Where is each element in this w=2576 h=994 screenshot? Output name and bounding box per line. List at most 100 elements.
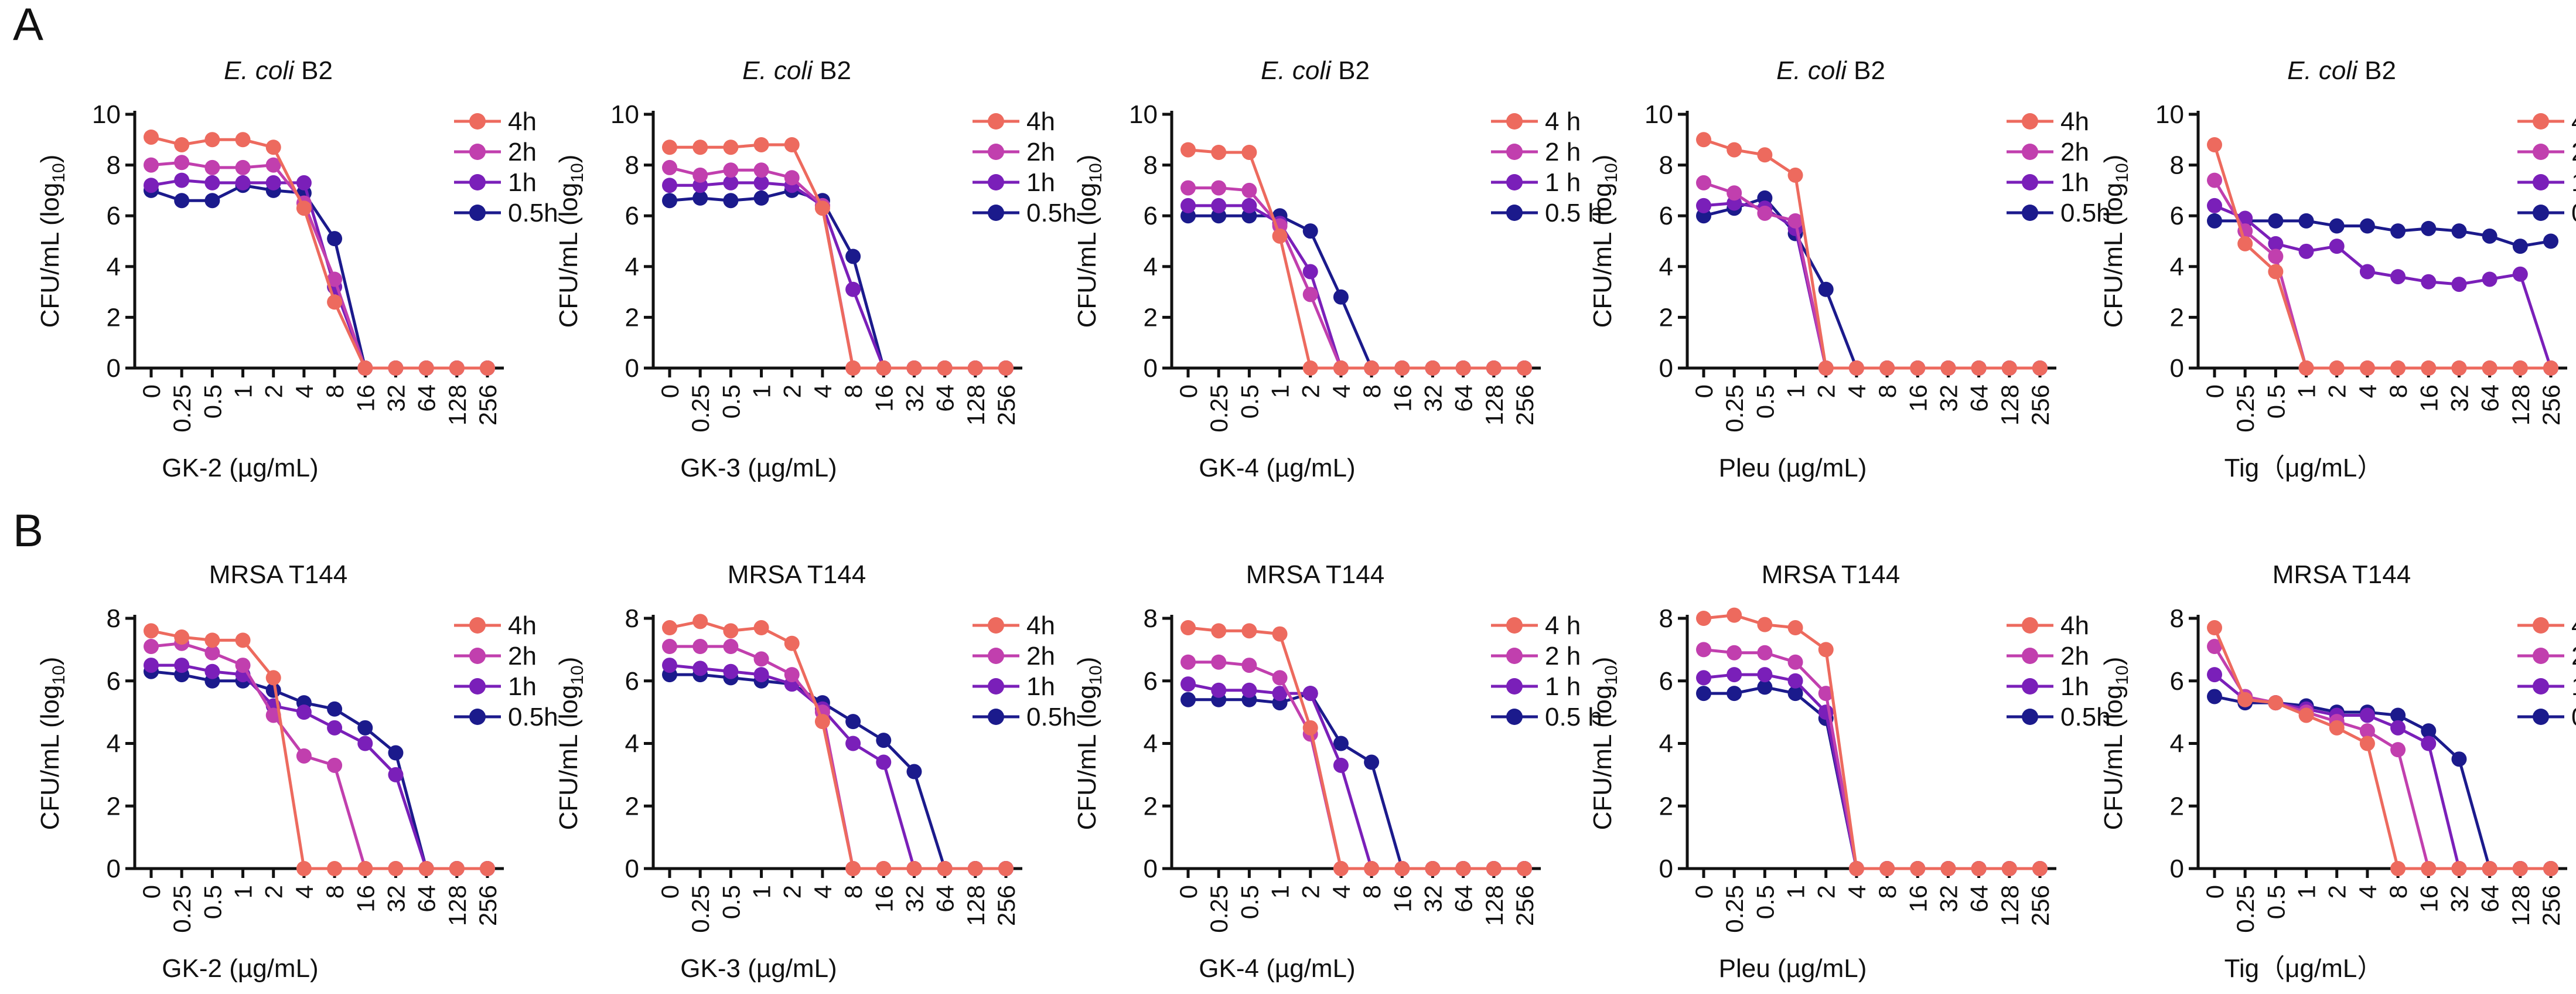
y-tick-label: 6	[625, 667, 639, 696]
data-point	[692, 139, 708, 155]
data-point	[662, 159, 677, 175]
x-tick-label: 32	[2445, 384, 2473, 412]
data-point	[235, 632, 251, 648]
legend-label: 4h	[2571, 107, 2576, 136]
chart-title-italic: E. coli	[224, 56, 295, 85]
data-point	[2329, 360, 2345, 376]
data-point	[2390, 223, 2406, 239]
x-tick-label: 64	[1450, 384, 1478, 412]
data-point	[1272, 626, 1288, 642]
data-point	[204, 175, 220, 190]
x-tick-label: 1	[748, 384, 776, 398]
x-axis-label: Pleu (µg/mL)	[1719, 454, 1867, 482]
legend-label: 4h	[508, 611, 537, 640]
x-tick-label: 256	[474, 384, 501, 425]
data-point	[2032, 861, 2048, 876]
x-tick-label: 0	[138, 885, 165, 898]
data-point	[1727, 645, 1742, 661]
data-point	[723, 623, 739, 639]
y-tick-label: 0	[1659, 855, 1673, 883]
x-tick-label: 1	[1267, 885, 1294, 898]
data-point	[327, 720, 343, 736]
legend-label: 0.5 h	[1545, 199, 1602, 227]
legend-label: 2 h	[1545, 642, 1581, 670]
series-line-4h	[151, 629, 487, 870]
x-tick-label: 1	[230, 885, 257, 898]
data-point	[1696, 132, 1711, 148]
data-point	[1180, 142, 1196, 158]
y-axis-label: CFU/mL (log10)	[554, 155, 587, 328]
y-tick-label: 2	[625, 303, 639, 332]
chart-title-italic: E. coli	[1261, 56, 1332, 85]
y-axis-label: CFU/mL (log10)	[36, 657, 69, 830]
legend-label: 1h	[1026, 672, 1055, 701]
legend-marker	[1506, 113, 1523, 130]
data-point	[2207, 213, 2222, 229]
data-point	[144, 129, 159, 145]
data-point	[296, 748, 312, 764]
data-point	[1333, 360, 1349, 376]
y-tick-label: 2	[625, 792, 639, 821]
data-point	[2001, 360, 2017, 376]
legend-marker	[1506, 205, 1523, 221]
y-axis-label-main: CFU/mL (log	[1588, 183, 1617, 328]
data-point	[784, 137, 800, 152]
legend-label: 0.5 h	[1545, 703, 1602, 731]
data-point	[1425, 861, 1441, 876]
chart-title: E. coli B2	[224, 56, 333, 85]
legend-marker	[469, 709, 486, 725]
data-point	[2451, 360, 2467, 376]
data-point	[265, 670, 281, 686]
y-axis-label-main: CFU/mL (log	[1073, 685, 1101, 830]
x-tick-label: 0.25	[2232, 384, 2259, 433]
data-point	[2359, 218, 2375, 234]
data-point	[967, 360, 983, 376]
data-point	[174, 658, 190, 673]
x-tick-label: 2	[779, 384, 806, 398]
x-tick-label: 1	[1782, 885, 1810, 898]
x-tick-label: 2	[1297, 885, 1325, 898]
data-point	[418, 360, 434, 376]
x-tick-label: 0	[1175, 384, 1202, 398]
data-point	[357, 736, 373, 751]
y-tick-label: 8	[625, 604, 639, 633]
x-tick-label: 64	[2476, 384, 2504, 412]
data-point	[1302, 720, 1318, 736]
series-line-4h	[670, 143, 1006, 370]
chart-title-rest: B2	[294, 56, 333, 85]
data-point	[1302, 360, 1318, 376]
legend-label: 4h	[2060, 107, 2089, 136]
data-point	[845, 736, 861, 751]
data-point	[1364, 861, 1380, 876]
legend-marker	[469, 174, 486, 190]
x-tick-label: 2	[260, 885, 288, 898]
series-line-1h	[1703, 202, 2040, 370]
data-point	[1211, 682, 1227, 698]
chart-title-rest: B2	[1331, 56, 1370, 85]
data-point	[1486, 861, 1502, 876]
data-point	[1517, 360, 1532, 376]
data-point	[2543, 861, 2558, 876]
data-point	[144, 157, 159, 173]
chart-title-rest: B2	[2357, 56, 2396, 85]
x-tick-label: 0.25	[1721, 885, 1748, 933]
legend-label: 2h	[2571, 138, 2576, 166]
data-point	[1455, 861, 1471, 876]
series-line-1h	[669, 663, 1006, 870]
data-point	[1272, 670, 1288, 686]
legend-marker	[2533, 174, 2549, 190]
x-tick-label: 8	[321, 885, 349, 898]
data-point	[265, 707, 281, 723]
data-point	[1455, 360, 1471, 376]
data-point	[1302, 287, 1318, 302]
x-axis-label: GK-3 (µg/mL)	[680, 954, 837, 983]
data-point	[235, 159, 251, 175]
series-line-0.5h	[151, 183, 487, 370]
data-point	[144, 623, 159, 639]
x-tick-label: 0	[656, 885, 684, 898]
y-tick-label: 6	[107, 202, 121, 230]
data-point	[1787, 213, 1803, 229]
data-point	[1757, 645, 1773, 661]
panel-label-a: A	[13, 0, 44, 50]
